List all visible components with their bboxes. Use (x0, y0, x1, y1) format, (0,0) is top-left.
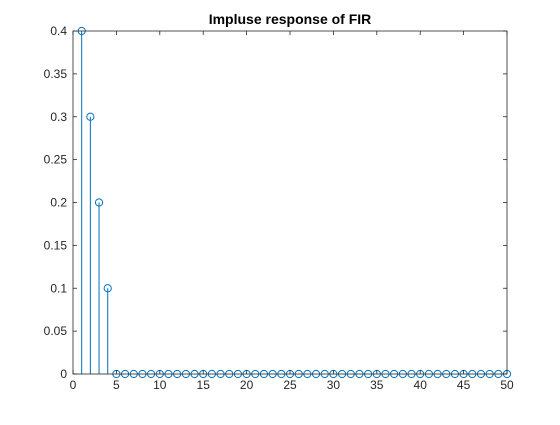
x-tick-label: 25 (283, 378, 297, 392)
plot-area (73, 31, 507, 374)
y-tick-label: 0.2 (50, 196, 67, 210)
y-tick-label: 0.3 (50, 110, 67, 124)
y-ticks-group: 0 0.05 0.1 0.15 0.2 0.25 0.3 0.35 0.4 (44, 24, 507, 381)
x-ticks-group: 0 5 10 15 20 25 30 35 40 45 50 (70, 31, 514, 392)
x-tick-label: 50 (500, 378, 514, 392)
x-tick-label: 10 (153, 378, 167, 392)
x-tick-label: 15 (197, 378, 211, 392)
y-tick-label: 0.1 (50, 281, 67, 295)
y-tick-label: 0.25 (44, 153, 68, 167)
x-tick-label: 0 (70, 378, 77, 392)
y-tick-label: 0.15 (44, 238, 68, 252)
stem-marker (94, 198, 104, 207)
y-tick-label: 0.35 (44, 67, 68, 81)
x-tick-label: 5 (113, 378, 120, 392)
x-tick-label: 30 (327, 378, 341, 392)
x-tick-label: 40 (414, 378, 428, 392)
x-tick-label: 35 (370, 378, 384, 392)
x-tick-label: 45 (457, 378, 471, 392)
stem-marker (103, 284, 112, 293)
y-tick-label: 0.05 (44, 324, 68, 338)
stems-group (81, 31, 109, 374)
x-tick-label: 20 (240, 378, 254, 392)
stem-marker (86, 112, 95, 121)
chart-title: Impluse response of FIR (209, 11, 372, 27)
y-tick-label: 0 (60, 367, 67, 381)
y-tick-label: 0.4 (50, 24, 67, 38)
